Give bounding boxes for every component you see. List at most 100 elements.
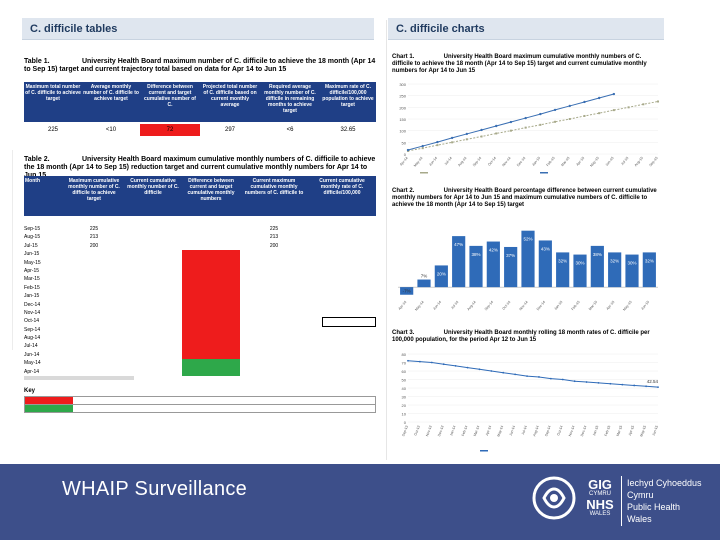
chart1-point [598, 112, 601, 115]
table2-cell [64, 334, 124, 342]
org-line-2: Cymru [627, 490, 654, 500]
chart1-x-tick: Aug-15 [634, 156, 644, 167]
table2-title-text: University Health Board maximum cumulati… [24, 156, 376, 179]
chart3-x-tick: Nov-14 [568, 425, 576, 437]
table2-cell [240, 301, 308, 309]
table2-cell [64, 326, 124, 334]
chart2-data-label: 32% [610, 258, 619, 263]
chart1-y-tick: 300 [399, 82, 406, 87]
chart2-data-label: 38% [471, 252, 480, 257]
table2-cell [308, 225, 376, 233]
chart2-label: Chart 2. [392, 188, 415, 194]
table2-cell [182, 308, 240, 318]
chart3-x-tick: Oct-13 [413, 425, 420, 436]
chart3-point [442, 363, 445, 366]
chart2-bar [573, 254, 587, 288]
charts-header-title: C. difficile charts [396, 23, 485, 35]
phw-logo-icon [532, 476, 576, 520]
chart3-end-label: 42.54 [647, 379, 659, 384]
table1-title: Table 1. University Health Board maximum… [24, 58, 376, 74]
chart3-y-tick: 60 [402, 369, 407, 374]
table2-cell [182, 325, 240, 335]
chart3-point [585, 381, 588, 383]
table2-cell [240, 292, 308, 300]
chart2-x-tick: Sep-14 [484, 300, 494, 311]
chart1-point [465, 138, 468, 141]
table2-cell [308, 242, 376, 250]
table2-row: Oct-14 [24, 317, 376, 326]
chart2-bar [608, 252, 622, 288]
chart2-x-tick: Feb-15 [571, 300, 581, 311]
table2-row: Mar-15 [24, 275, 376, 284]
chart2-data-label: 32% [645, 258, 654, 263]
chart2-data-label: 30% [575, 261, 584, 266]
table2-cell [308, 334, 376, 342]
chart3-x-tick: Jan-14 [449, 425, 456, 436]
table2-cell [124, 326, 182, 334]
chart1-point [509, 129, 512, 132]
table2-cell: 213 [89, 234, 99, 241]
chart2-x-tick: Apr-14 [398, 300, 408, 311]
charts-header: C. difficile charts [388, 18, 664, 40]
table2-cell [308, 250, 376, 258]
chart3-point [430, 361, 433, 364]
chart1-x-tick: Oct-14 [487, 156, 497, 167]
table2-row: Jun-15 [24, 250, 376, 259]
chart2-data-label: 42% [489, 248, 498, 253]
table2-month-cell: Jun-15 [24, 251, 40, 258]
table2-header-cell: Current cumulative monthly number of C. … [127, 178, 179, 196]
chart1-x-tick: Jan-15 [531, 156, 541, 167]
chart2-data-label: 32% [558, 258, 567, 263]
chart3-x-tick: Feb-14 [461, 425, 469, 437]
table2-cell [124, 334, 182, 342]
logo-gig: GIG [588, 477, 612, 492]
chart3-x-tick: Apr-15 [628, 425, 635, 436]
chart1-y-tick: 50 [402, 140, 407, 145]
chart1-y-tick: 0 [404, 152, 407, 157]
chart2-bar [434, 265, 448, 288]
table1-value-cell: <10 [105, 127, 117, 133]
table2-cell [240, 317, 308, 325]
table2-month-cell: Sep-14 [24, 326, 41, 333]
table2-cell [124, 275, 182, 283]
table2-cell [182, 342, 240, 351]
chart1-point [553, 108, 557, 112]
table1-header-cell: Average monthly number of C. difficile t… [83, 84, 139, 102]
table2-cell [182, 258, 240, 267]
chart1-y-tick: 100 [399, 129, 406, 134]
chart1-point [524, 116, 527, 120]
chart3-x-tick: Dec-13 [437, 425, 445, 437]
table2-month-cell: Jan-15 [24, 293, 40, 300]
table2-cell [64, 309, 124, 317]
table2-row: May-14 [24, 359, 376, 368]
chart3-point [538, 376, 540, 378]
chart3-y-tick: 10 [402, 412, 407, 417]
chart3-point [478, 368, 481, 371]
chart1-x-tick: Aug-14 [457, 156, 467, 167]
table2-cell [308, 267, 376, 275]
chart1-x-tick: Apr-15 [575, 156, 585, 167]
chart1-x-tick: Mar-15 [560, 156, 570, 167]
table1-value-cell: <6 [286, 127, 294, 133]
table2-cell [240, 334, 308, 342]
table2-cell [124, 368, 182, 376]
table2-row: Apr-15 [24, 266, 376, 276]
table2-cell [308, 233, 376, 241]
chart2-x-tick: Mar-15 [588, 300, 598, 311]
table2-cell [240, 267, 308, 275]
table1-label: Table 1. [24, 58, 50, 65]
chart2-title-text: University Health Board percentage diffe… [392, 188, 657, 208]
chart1-point [583, 114, 586, 117]
chart2-data-label: 30% [627, 261, 636, 266]
chart3-point [645, 385, 647, 388]
table2-cell [124, 351, 182, 359]
chart3-point [490, 370, 493, 372]
table1-header-cell: Required average monthly number of C. di… [264, 84, 316, 114]
table2-cell [182, 283, 240, 293]
chart2-bar [417, 279, 431, 288]
table2-row: Jul-14 [24, 342, 376, 351]
key-section: Key [24, 376, 376, 413]
chart2-data-label: -7% [403, 289, 411, 294]
chart3-x-tick: Jan-15 [592, 425, 599, 436]
chart2-x-tick: Jun-15 [640, 300, 650, 311]
